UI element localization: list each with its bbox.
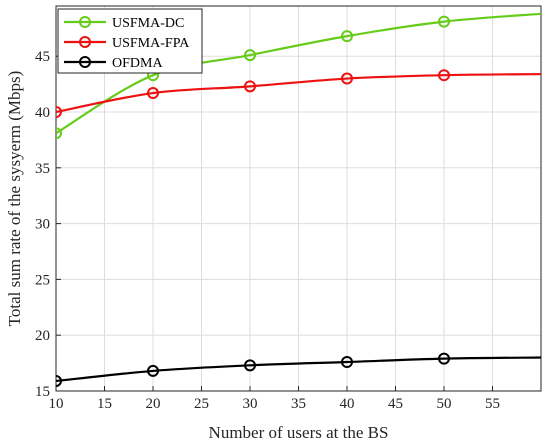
series-line [56,12,541,135]
data-point [147,364,159,377]
legend-label: USFMA-FPA [112,36,190,51]
data-point [147,87,159,100]
legend-marker [79,56,91,68]
series-usfma-dc [56,12,541,140]
legend-marker [79,16,91,28]
data-point [341,72,353,85]
x-tick-label: 50 [437,396,452,412]
x-tick-label: 15 [97,396,112,412]
legend: USFMA-DC USFMA-FPA OFDMA [57,8,203,74]
x-tick-label: 40 [340,396,355,412]
x-tick-label: 35 [291,396,306,412]
data-point [438,15,450,28]
y-tick-label: 25 [35,272,50,288]
y-tick-label: 30 [35,217,50,233]
legend-label: USFMA-DC [112,16,184,31]
data-point [56,106,62,119]
data-point [56,374,62,387]
data-point [341,355,353,368]
legend-label: OFDMA [112,56,163,71]
y-axis-label: Total sum rate of the sysyerm (Mbps) [5,71,24,327]
data-point [244,49,256,62]
series-line [56,72,541,114]
y-tick-label: 35 [35,161,50,177]
y-tick-label: 45 [35,49,50,65]
y-tick-label: 40 [35,105,50,121]
y-tick-label: 20 [35,328,50,344]
x-tick-label: 55 [485,396,500,412]
legend-item: USFMA-FPA [64,36,190,51]
data-point [341,30,353,43]
x-tick-label: 25 [194,396,209,412]
series-ofdma [56,352,541,387]
x-axis-label: Number of users at the BS [209,423,389,442]
data-point [438,69,450,82]
data-point [438,352,450,365]
x-tick-label: 10 [49,396,64,412]
legend-item: USFMA-DC [64,16,184,31]
x-tick-label: 45 [388,396,403,412]
legend-marker [79,36,91,48]
series-line [56,356,541,383]
series-usfma-fpa [56,69,541,119]
data-point [244,80,256,93]
y-tick-label: 15 [35,384,50,400]
x-tick-label: 20 [146,396,161,412]
data-point [244,359,256,372]
x-tick-label: 30 [243,396,258,412]
data-point [56,127,62,140]
legend-item: OFDMA [64,56,163,71]
series-group [56,12,541,387]
